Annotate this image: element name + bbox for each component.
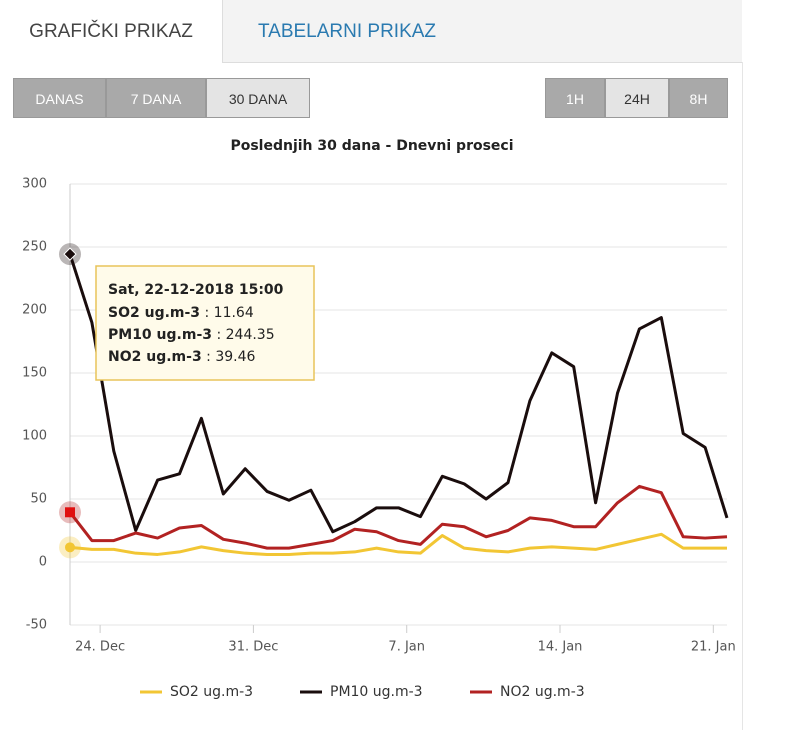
y-tick-label: -50 bbox=[26, 618, 47, 633]
interval-button[interactable]: 1H bbox=[545, 78, 605, 118]
tooltip-title: Sat, 22-12-2018 15:00 bbox=[108, 282, 284, 298]
range-button[interactable]: DANAS bbox=[13, 78, 106, 118]
tooltip-value: 11.64 bbox=[214, 305, 254, 321]
legend-label: SO2 ug.m-3 bbox=[170, 684, 253, 700]
y-tick-label: 200 bbox=[22, 303, 47, 318]
range-button[interactable]: 7 DANA bbox=[106, 78, 206, 118]
tooltip-value: 39.46 bbox=[215, 349, 255, 365]
chart-title: Poslednjih 30 dana - Dnevni proseci bbox=[230, 138, 513, 154]
legend-label: NO2 ug.m-3 bbox=[500, 684, 585, 700]
tooltip-series: SO2 ug.m-3 bbox=[108, 305, 200, 321]
legend-label: PM10 ug.m-3 bbox=[330, 684, 423, 700]
tab-bar: GRAFIČKI PRIKAZ TABELARNI PRIKAZ bbox=[0, 0, 742, 63]
range-button[interactable]: 30 DANA bbox=[206, 78, 310, 118]
tooltip-separator: : bbox=[212, 327, 226, 343]
tab[interactable]: TABELARNI PRIKAZ bbox=[257, 21, 437, 42]
y-tick-label: 50 bbox=[30, 492, 47, 507]
y-tick-label: 250 bbox=[22, 240, 47, 255]
series-line bbox=[68, 484, 728, 550]
y-tick-label: 100 bbox=[22, 429, 47, 444]
panel-border bbox=[742, 62, 743, 730]
interval-button[interactable]: 8H bbox=[669, 78, 728, 118]
tooltip-row: PM10 ug.m-3 : 244.35 bbox=[108, 327, 275, 343]
y-tick-label: 0 bbox=[39, 555, 47, 570]
interval-button[interactable]: 24H bbox=[605, 78, 669, 118]
hover-marker bbox=[63, 247, 77, 261]
tooltip-row: SO2 ug.m-3 : 11.64 bbox=[108, 305, 254, 321]
x-tick-label: 7. Jan bbox=[388, 640, 425, 655]
tooltip-value: 244.35 bbox=[226, 327, 275, 343]
chart: Poslednjih 30 dana - Dnevni proseci -50 0… bbox=[22, 138, 736, 700]
tooltip-row: NO2 ug.m-3 : 39.46 bbox=[108, 349, 255, 365]
tooltip-separator: : bbox=[200, 305, 214, 321]
series-line bbox=[69, 532, 727, 556]
tooltip-series: NO2 ug.m-3 bbox=[108, 349, 202, 365]
tab[interactable]: GRAFIČKI PRIKAZ bbox=[0, 0, 223, 63]
x-tick-label: 14. Jan bbox=[538, 640, 583, 655]
y-tick-label: 150 bbox=[22, 366, 47, 381]
y-tick-label: 300 bbox=[22, 177, 47, 192]
hover-marker bbox=[65, 507, 75, 518]
x-tick-label: 21. Jan bbox=[691, 640, 736, 655]
series-line bbox=[68, 253, 729, 534]
x-tick-label: 31. Dec bbox=[228, 640, 278, 655]
tooltip-separator: : bbox=[202, 349, 216, 365]
tooltip-series: PM10 ug.m-3 bbox=[108, 327, 212, 343]
hover-marker bbox=[65, 542, 75, 553]
x-tick-label: 24. Dec bbox=[75, 640, 125, 655]
tooltip-box bbox=[95, 265, 315, 381]
